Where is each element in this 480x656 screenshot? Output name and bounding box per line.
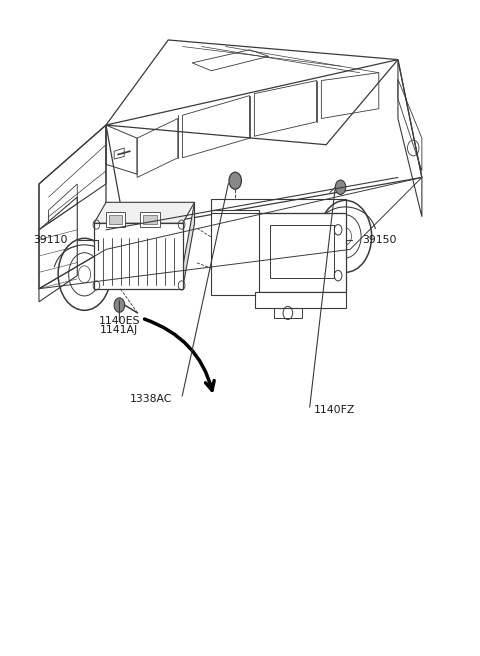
Bar (141, 212, 159, 226)
Bar (109, 215, 122, 224)
Text: 39110: 39110 (33, 235, 68, 245)
Bar (144, 215, 157, 224)
Text: 1141AJ: 1141AJ (100, 325, 139, 335)
Bar (255, 213, 346, 292)
Bar (211, 210, 259, 295)
Bar (94, 223, 182, 289)
Bar (270, 225, 334, 277)
Polygon shape (182, 202, 194, 289)
Text: 1140FZ: 1140FZ (314, 405, 356, 415)
Text: 39150: 39150 (362, 235, 396, 245)
Polygon shape (94, 202, 194, 223)
Circle shape (114, 298, 125, 312)
Text: 1140ES: 1140ES (98, 316, 140, 327)
Polygon shape (255, 292, 346, 308)
Bar (106, 212, 125, 226)
Text: 1338AC: 1338AC (130, 394, 172, 403)
Circle shape (229, 173, 241, 189)
Circle shape (335, 180, 346, 194)
